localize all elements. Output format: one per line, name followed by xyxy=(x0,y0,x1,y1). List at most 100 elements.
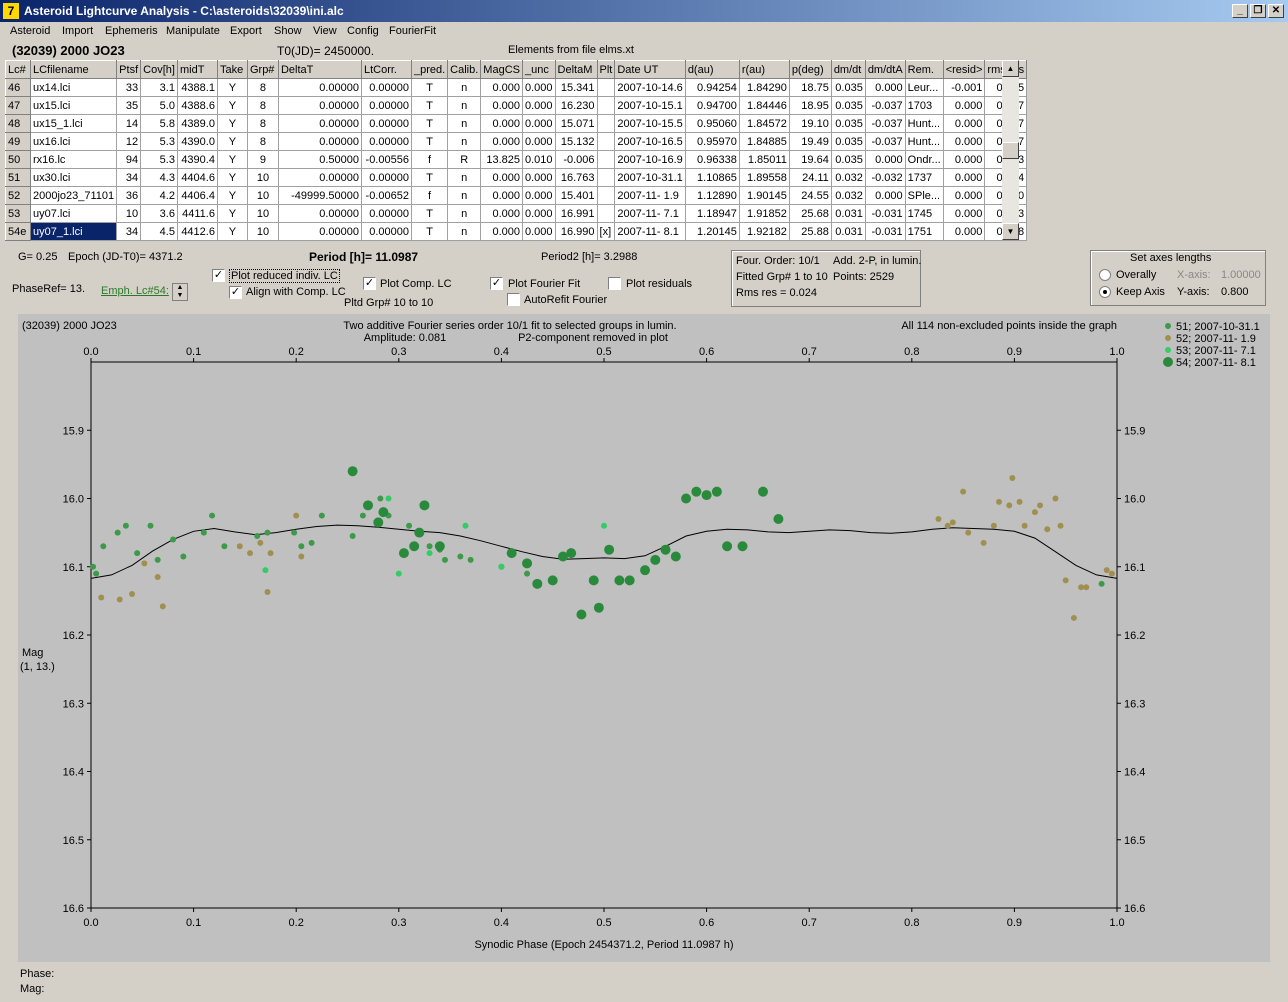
table-cell[interactable]: 0.000 xyxy=(521,132,556,151)
plot-resid-checkbox[interactable] xyxy=(608,277,621,290)
table-cell[interactable]: 33 xyxy=(116,78,142,97)
table-cell[interactable]: T xyxy=(410,168,449,187)
column-header[interactable]: p(deg) xyxy=(788,60,832,79)
column-header[interactable]: Ptsf xyxy=(116,60,142,79)
table-cell[interactable]: 46 xyxy=(5,78,31,97)
table-cell[interactable]: T xyxy=(410,222,449,241)
table-cell[interactable]: 0.000 xyxy=(521,96,556,115)
emph-lc-link[interactable]: Emph. Lc#54: xyxy=(101,285,169,297)
table-row[interactable]: 50 rx16.lc 94 5.3 4390.4 Y 9 0.50000 -0.00556 f R 1… xyxy=(5,150,1028,169)
table-cell[interactable]: 0.000 xyxy=(942,204,986,223)
table-cell[interactable]: 0.00000 xyxy=(277,168,362,187)
plot-fourier-checkbox[interactable]: ✓ xyxy=(490,277,503,290)
table-cell[interactable]: 0.00000 xyxy=(360,222,412,241)
column-header[interactable]: _pred. xyxy=(410,60,449,79)
table-cell[interactable]: 4.2 xyxy=(140,186,178,205)
table-cell[interactable]: 19.64 xyxy=(788,150,832,169)
table-cell[interactable]: 4412.6 xyxy=(176,222,218,241)
table-cell[interactable]: T xyxy=(410,78,449,97)
table-cell[interactable]: 2007-10-15.1 xyxy=(614,96,686,115)
table-cell[interactable]: 4389.0 xyxy=(176,114,218,133)
table-cell[interactable]: 4411.6 xyxy=(176,204,218,223)
table-cell[interactable]: 0.035 xyxy=(830,96,866,115)
table-cell[interactable]: uy07_1.lci xyxy=(29,222,118,241)
column-header[interactable]: Date UT xyxy=(614,60,686,79)
table-cell[interactable]: 2007-11- 8.1 xyxy=(614,222,686,241)
table-cell[interactable]: 19.10 xyxy=(788,114,832,133)
table-cell[interactable]: 12 xyxy=(116,132,142,151)
table-cell[interactable]: 0.000 xyxy=(942,186,986,205)
table-cell[interactable]: Leur... xyxy=(904,78,944,97)
table-cell[interactable]: 2007-10-15.5 xyxy=(614,114,686,133)
menu-export[interactable]: Export xyxy=(230,25,262,37)
table-cell[interactable]: 35 xyxy=(116,96,142,115)
keep-axis-radio[interactable] xyxy=(1099,286,1111,298)
table-cell[interactable]: T xyxy=(410,132,449,151)
plot-resid-label[interactable]: Plot residuals xyxy=(626,278,693,290)
table-cell[interactable]: 5.3 xyxy=(140,132,178,151)
table-cell[interactable]: 2007-10-16.9 xyxy=(614,150,686,169)
table-cell[interactable]: 0.000 xyxy=(480,168,523,187)
scroll-thumb[interactable] xyxy=(1002,142,1019,159)
table-cell[interactable]: n xyxy=(447,114,482,133)
table-cell[interactable]: 0.000 xyxy=(942,96,986,115)
table-cell[interactable]: 1.12890 xyxy=(684,186,740,205)
table-row[interactable]: 52 2000jo23_71101 36 4.2 4406.4 Y 10 -49999.500… xyxy=(5,186,1028,205)
table-cell[interactable]: 0.035 xyxy=(830,132,866,151)
table-cell[interactable]: -0.031 xyxy=(864,222,906,241)
table-cell[interactable]: -0.006 xyxy=(554,150,598,169)
table-cell[interactable]: 10 xyxy=(246,168,279,187)
table-cell[interactable]: 0.032 xyxy=(830,168,866,187)
plot-comp-label[interactable]: Plot Comp. LC xyxy=(380,278,452,290)
table-cell[interactable]: 5.0 xyxy=(140,96,178,115)
table-cell[interactable]: 1.18947 xyxy=(684,204,740,223)
table-cell[interactable]: 0.00000 xyxy=(277,204,362,223)
column-header[interactable]: DeltaT xyxy=(277,60,362,79)
table-cell[interactable]: 34 xyxy=(116,222,142,241)
table-cell[interactable]: 0.000 xyxy=(521,114,556,133)
table-cell[interactable]: 25.88 xyxy=(788,222,832,241)
table-scrollbar[interactable]: ▲ ▼ xyxy=(1002,60,1019,240)
table-cell[interactable]: 0.000 xyxy=(521,186,556,205)
table-cell[interactable]: 0.000 xyxy=(480,204,523,223)
column-header[interactable]: Lc# xyxy=(5,60,31,79)
keep-axis-label[interactable]: Keep Axis xyxy=(1116,286,1165,298)
table-cell[interactable] xyxy=(596,78,616,97)
table-cell[interactable]: 10 xyxy=(246,204,279,223)
table-cell[interactable]: 0.00000 xyxy=(360,168,412,187)
table-cell[interactable]: -0.037 xyxy=(864,96,906,115)
table-cell[interactable]: 0.00000 xyxy=(277,222,362,241)
table-cell[interactable]: -49999.50000 xyxy=(277,186,362,205)
table-cell[interactable]: 0.000 xyxy=(942,222,986,241)
table-cell[interactable]: 4388.1 xyxy=(176,78,218,97)
table-cell[interactable]: 0.031 xyxy=(830,222,866,241)
restore-button[interactable]: ❐ xyxy=(1250,4,1266,18)
table-cell[interactable]: 52 xyxy=(5,186,31,205)
table-cell[interactable]: 1737 xyxy=(904,168,944,187)
menu-show[interactable]: Show xyxy=(274,25,302,37)
table-cell[interactable]: 50 xyxy=(5,150,31,169)
table-cell[interactable] xyxy=(596,132,616,151)
table-cell[interactable]: 0.000 xyxy=(480,132,523,151)
menu-fourierfit[interactable]: FourierFit xyxy=(389,25,437,37)
table-cell[interactable]: -0.037 xyxy=(864,114,906,133)
table-cell[interactable]: 1.10865 xyxy=(684,168,740,187)
table-cell[interactable]: 0.00000 xyxy=(277,132,362,151)
table-cell[interactable]: T xyxy=(410,204,449,223)
table-cell[interactable]: 0.94700 xyxy=(684,96,740,115)
table-cell[interactable]: n xyxy=(447,222,482,241)
table-cell[interactable]: 0.035 xyxy=(830,114,866,133)
table-cell[interactable]: 0.000 xyxy=(942,150,986,169)
table-cell[interactable]: 47 xyxy=(5,96,31,115)
table-cell[interactable] xyxy=(596,186,616,205)
table-cell[interactable]: 0.00000 xyxy=(360,78,412,97)
table-cell[interactable]: 0.010 xyxy=(521,150,556,169)
table-cell[interactable]: f xyxy=(410,186,449,205)
overally-label[interactable]: Overally xyxy=(1116,269,1157,281)
plot-fourier-label[interactable]: Plot Fourier Fit xyxy=(508,278,581,290)
table-cell[interactable]: rx16.lc xyxy=(29,150,118,169)
column-header[interactable]: Take xyxy=(216,60,248,79)
table-cell[interactable]: Y xyxy=(216,186,248,205)
column-header[interactable]: Rem. xyxy=(904,60,944,79)
xaxis-value[interactable]: 1.00000 xyxy=(1221,269,1261,281)
